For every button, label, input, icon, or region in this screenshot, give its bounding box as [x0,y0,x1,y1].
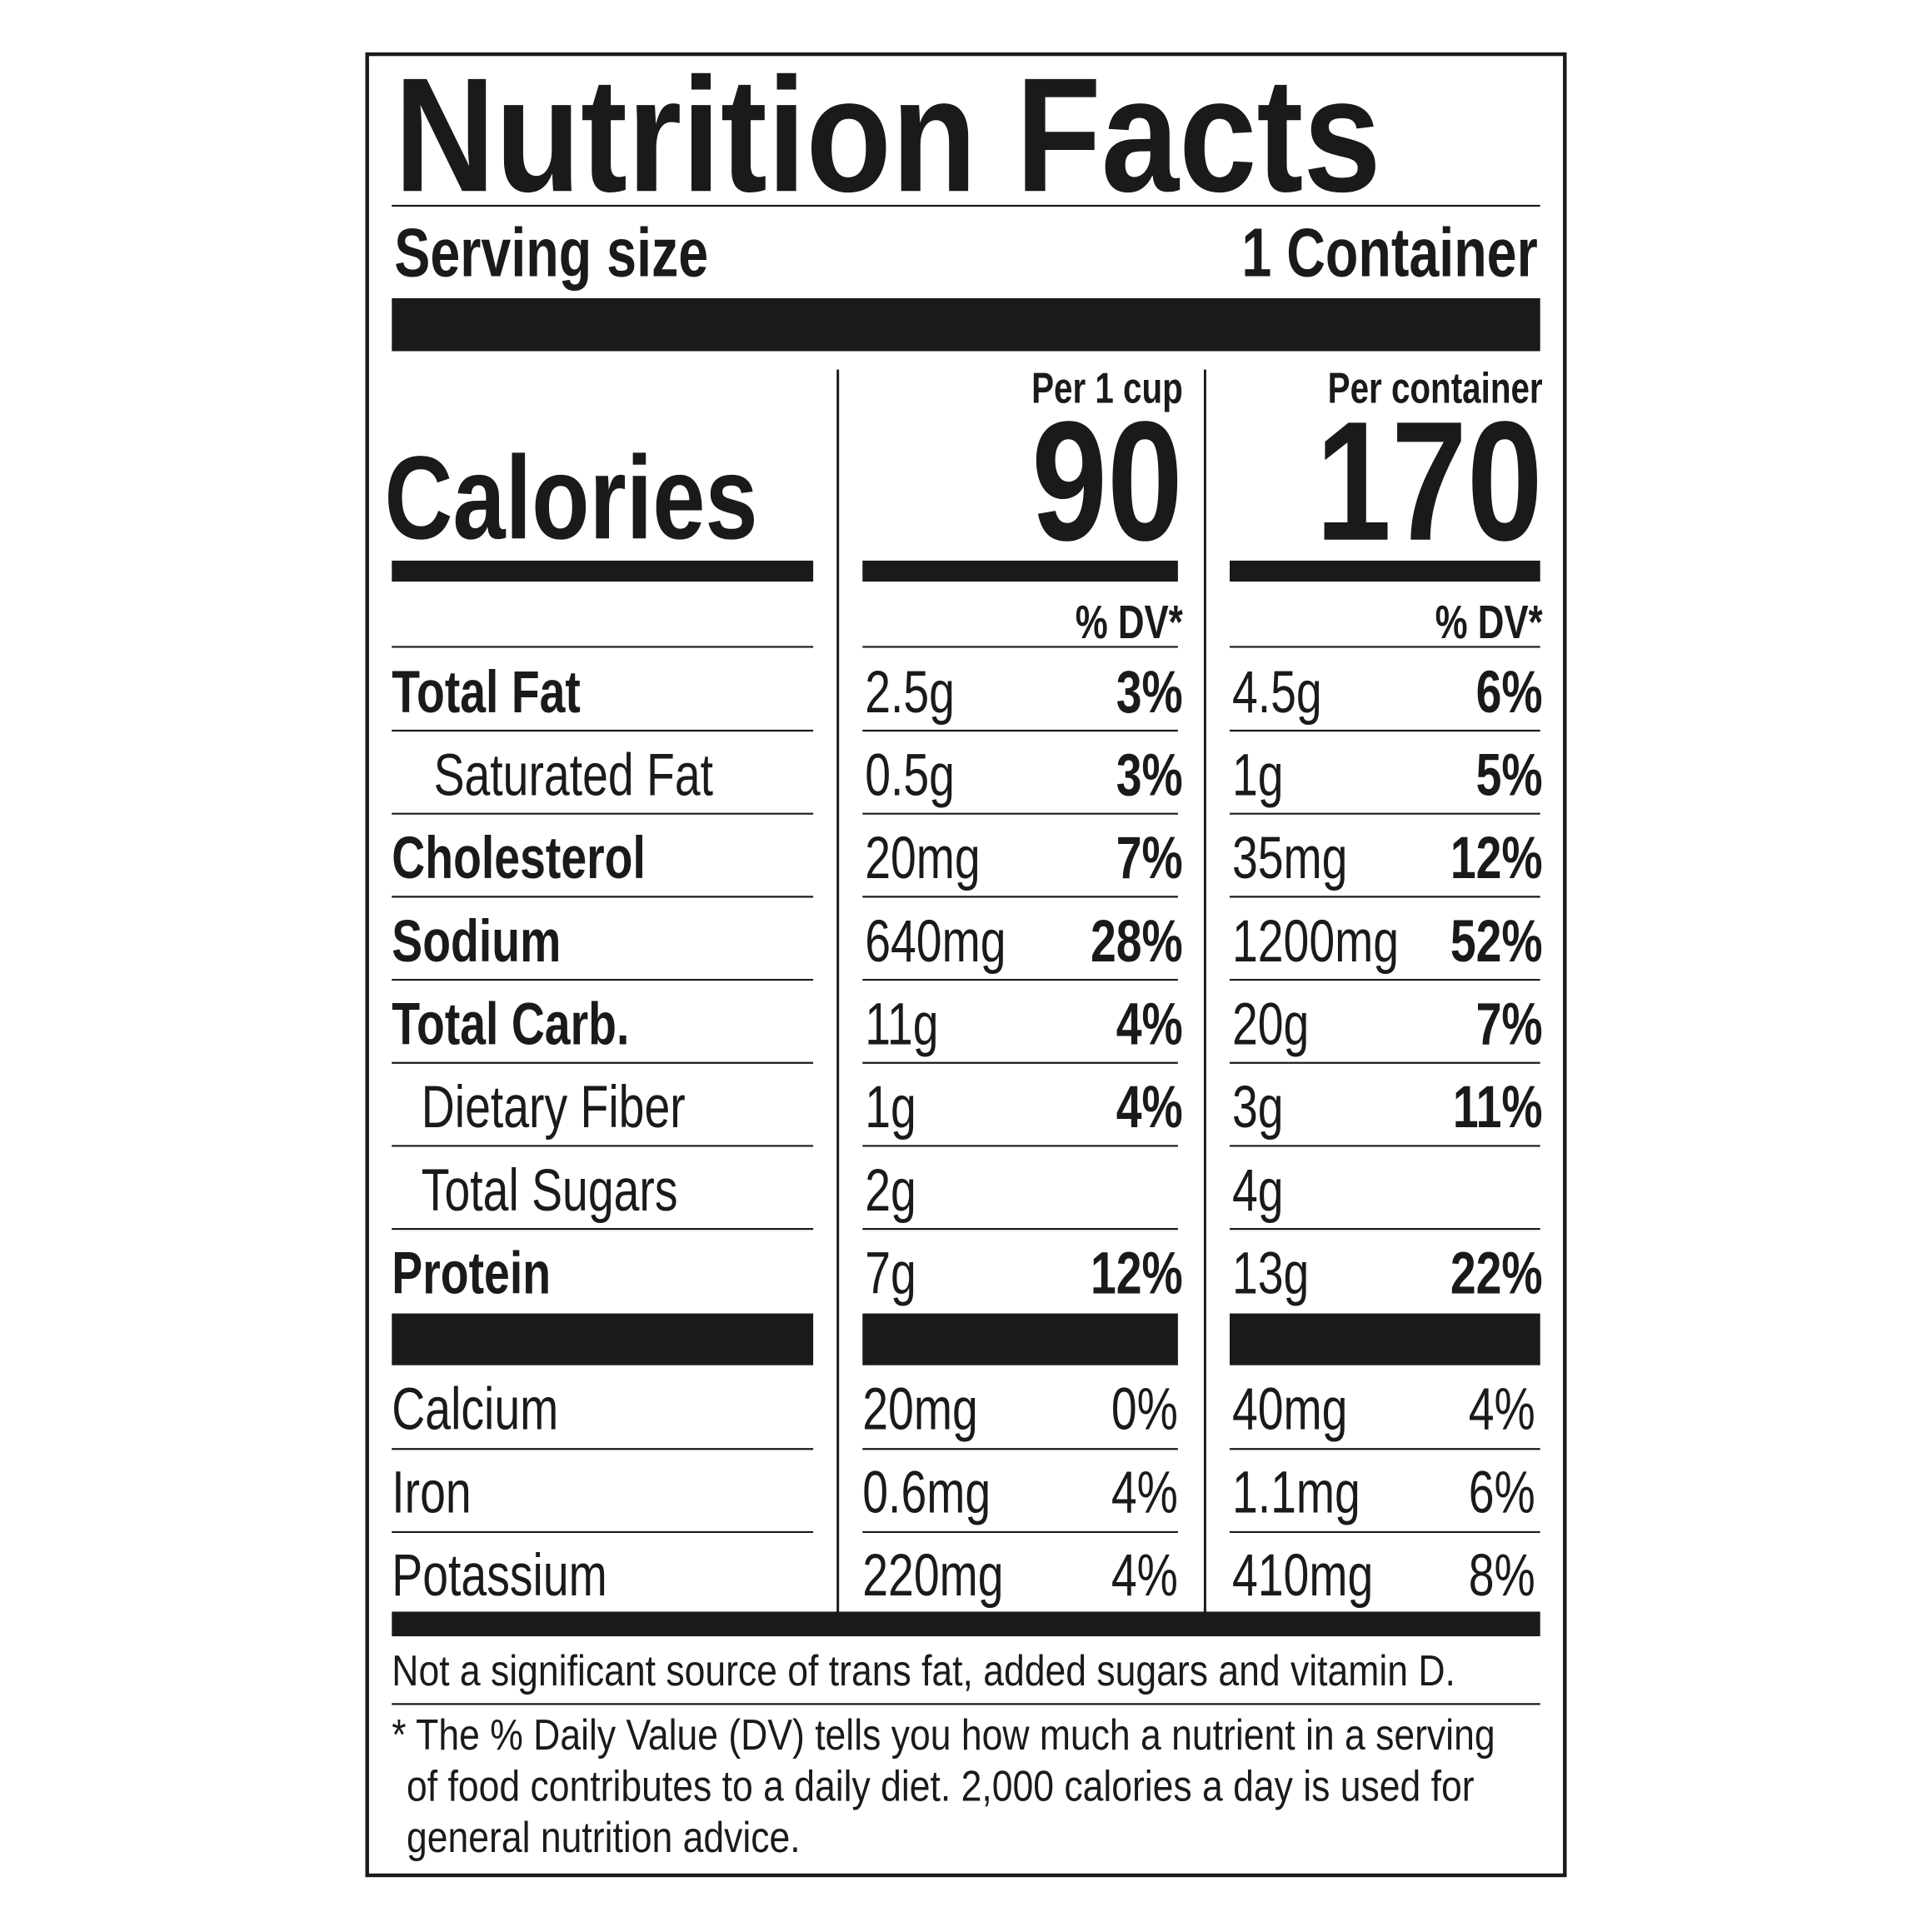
amount: 0.6mg [862,1460,991,1525]
nutrient-name: Total Sugars [422,1157,678,1223]
footnote: * The % Daily Value (DV) tells you how m… [392,1711,1495,1760]
mineral-name: Iron [392,1460,471,1525]
daily-value: 3% [1116,659,1183,725]
daily-value: 28% [1091,908,1183,974]
calories-label: Calories [384,432,757,564]
amount: 11g [865,991,938,1057]
daily-value: 12% [1091,1241,1183,1306]
daily-value: 22% [1450,1241,1543,1306]
thick-bar [392,1313,814,1365]
serving-value: 1 Container [1241,214,1537,292]
footnote: Not a significant source of trans fat, a… [392,1647,1455,1695]
daily-value: 4% [1111,1460,1178,1525]
daily-value: 6% [1469,1460,1535,1525]
calories-value: 90 [1031,387,1183,576]
column-header: Per 1 cup [1031,364,1183,412]
daily-value: 3% [1116,742,1183,808]
amount: 640mg [865,908,1006,974]
nutrient-name: Dietary Fiber [422,1075,686,1141]
dv-header: % DV* [1435,596,1543,649]
daily-value: 11% [1453,1075,1543,1141]
daily-value: 5% [1476,742,1543,808]
amount: 0.5g [865,742,955,808]
amount: 2.5g [865,659,955,725]
nutrient-name: Total Fat [392,659,581,725]
title: Nutrition Facts [394,43,1380,226]
amount: 20mg [862,1376,977,1442]
amount: 1g [865,1075,916,1141]
calories-value: 170 [1315,387,1542,576]
amount: 220mg [862,1542,1003,1608]
amount: 35mg [1232,826,1348,891]
serving-label: Serving size [394,214,708,292]
footnote: general nutrition advice. [407,1814,801,1862]
column-header: Per container [1328,364,1543,412]
amount: 1g [1232,742,1284,808]
label-border [365,52,1567,1878]
daily-value: 4% [1469,1376,1535,1442]
amount: 40mg [1232,1376,1348,1442]
daily-value: 52% [1450,908,1543,974]
amount: 1.1mg [1232,1460,1360,1525]
thick-bar [1229,560,1540,582]
amount: 13g [1232,1241,1309,1306]
mineral-name: Potassium [392,1542,607,1608]
daily-value: 4% [1116,1075,1183,1141]
daily-value: 8% [1469,1542,1535,1608]
daily-value: 7% [1476,991,1543,1057]
amount: 1200mg [1232,908,1399,974]
daily-value: 4% [1111,1542,1178,1608]
footnote: of food contributes to a daily diet. 2,0… [407,1762,1475,1810]
thick-bar [862,1313,1178,1365]
amount: 7g [865,1241,916,1306]
daily-value: 6% [1476,659,1543,725]
amount: 4.5g [1232,659,1322,725]
dv-header: % DV* [1076,596,1183,649]
nutrient-name: Sodium [392,908,561,974]
amount: 20mg [865,826,980,891]
amount: 3g [1232,1075,1284,1141]
thick-bar [392,1611,1540,1637]
amount: 2g [865,1157,916,1223]
thick-bar [1229,1313,1540,1365]
daily-value: 4% [1116,991,1183,1057]
amount: 410mg [1232,1542,1373,1608]
daily-value: 7% [1116,826,1183,891]
nutrient-name: Total Carb. [392,991,629,1057]
nutrient-name: Saturated Fat [434,742,714,808]
daily-value: 12% [1450,826,1543,891]
thick-bar [392,560,814,582]
nutrient-name: Protein [392,1241,551,1306]
amount: 4g [1232,1157,1284,1223]
thick-bar [392,297,1540,352]
nutrient-name: Cholesterol [392,826,646,891]
amount: 20g [1232,991,1309,1057]
thick-bar [862,560,1178,582]
mineral-name: Calcium [392,1376,558,1442]
daily-value: 0% [1111,1376,1178,1442]
